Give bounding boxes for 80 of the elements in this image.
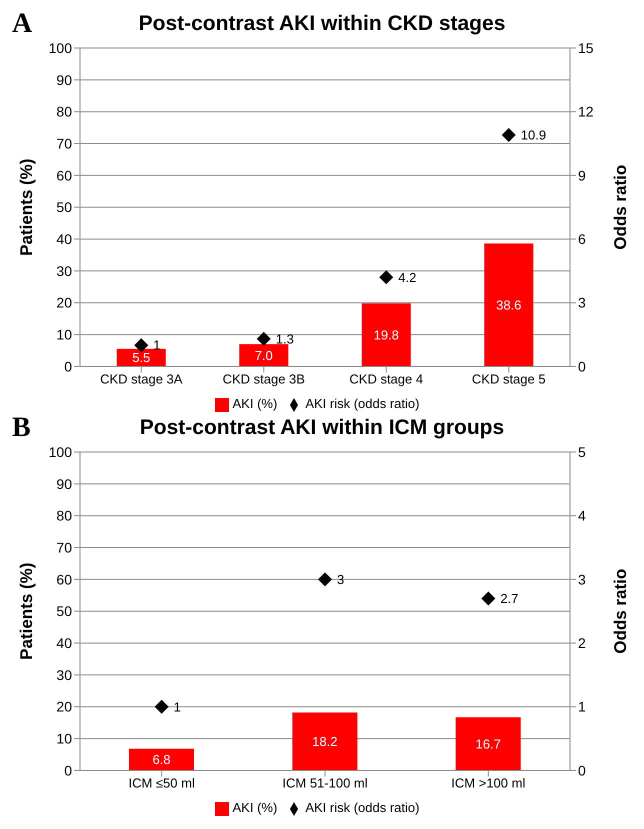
legend-label: AKI risk (odds ratio) [305,396,420,412]
bar [292,712,358,770]
bar [484,244,534,366]
data-label: 6.8 [152,752,171,768]
legend-label: AKI (%) [232,396,278,412]
y-tick-label: 80 [56,104,72,120]
y2-tick-label: 1 [578,698,586,715]
y-tick-label: 80 [56,508,72,524]
y-tick-label: 100 [48,444,72,460]
legend-label: AKI (%) [232,800,278,816]
y2-axis-title: Odds ratio [611,568,630,654]
y-tick-label: 30 [56,262,72,279]
x-tick-label: CKD stage 4 [349,372,424,387]
y-tick-label: 60 [56,571,72,588]
data-label: 18.2 [312,734,338,749]
y-tick-label: 20 [56,294,72,311]
y-tick-label: 50 [56,603,72,620]
data-label: 1.3 [276,331,294,346]
y-tick-label: 10 [56,730,72,747]
y-tick-label: 20 [56,698,72,715]
y-tick-label: 0 [64,762,72,778]
data-label: 7.0 [254,348,273,363]
point [502,128,516,142]
chart-title: Post-contrast AKI within ICM groups [140,416,504,439]
y2-tick-label: 2 [578,635,586,652]
bar [129,748,194,770]
y2-tick-label: 3 [578,571,586,588]
y2-tick-label: 5 [578,444,586,460]
data-label: 10.9 [520,128,546,143]
y2-tick-label: 6 [578,231,586,248]
x-tick-label: CKD stage 3B [222,372,305,387]
data-label: 16.7 [476,736,501,752]
y2-axis-title: Odds ratio [611,164,630,250]
y-tick-label: 10 [56,326,72,343]
data-label: 19.8 [374,327,399,342]
point [379,270,394,284]
y2-tick-label: 4 [578,508,586,524]
y-tick-label: 60 [56,167,72,184]
y-tick-label: 70 [56,540,72,556]
chart-title: Post-contrast AKI within CKD stages [138,12,506,35]
y-axis-title: Patients (%) [17,562,36,660]
x-tick-label: ICM 51-100 ml [282,776,368,791]
data-label: 4.2 [398,270,416,285]
y-tick-label: 90 [56,72,72,88]
y2-tick-label: 0 [578,762,586,778]
y-tick-label: 40 [56,635,72,652]
data-label: 1 [153,338,160,353]
point [256,332,271,346]
text: B [12,412,31,444]
x-tick-label: ICM >100 ml [451,776,526,791]
point [481,591,496,606]
y-tick-label: 40 [56,231,72,248]
bar [362,303,411,366]
y-tick-label: 90 [56,476,72,492]
point [318,572,332,586]
y2-tick-label: 12 [578,104,594,120]
point [154,700,169,714]
x-tick-label: CKD stage 3A [100,372,183,387]
x-tick-label: ICM ≤50 ml [128,776,195,791]
bar [456,717,521,770]
y2-tick-label: 3 [578,294,586,311]
data-label: 38.6 [496,297,522,312]
y-tick-label: 30 [56,666,72,683]
data-label: 3 [337,572,344,587]
y-tick-label: 70 [56,136,72,152]
y-axis-title: Patients (%) [17,158,36,256]
data-label: 2.7 [500,590,518,606]
y2-tick-label: 0 [578,358,586,374]
y-tick-label: 100 [48,40,72,56]
data-label: 1 [174,699,181,714]
legend-label: AKI risk (odds ratio) [305,800,420,816]
data-label: 5.5 [132,350,150,366]
y-tick-label: 50 [56,199,72,216]
x-tick-label: CKD stage 5 [472,372,546,387]
text: A [12,8,32,40]
y-tick-label: 0 [64,358,72,374]
point [134,338,148,352]
y2-tick-label: 15 [578,40,594,56]
y2-tick-label: 9 [578,167,586,184]
bar [239,344,288,366]
